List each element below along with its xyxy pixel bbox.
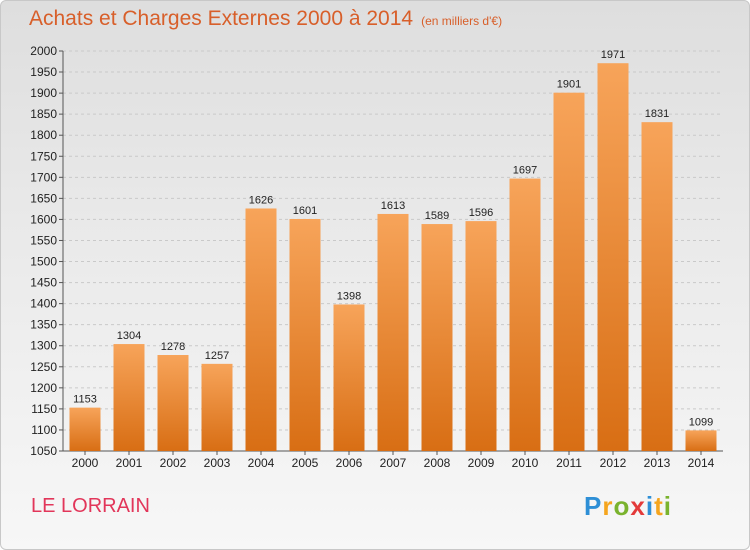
bar-2002 xyxy=(157,355,189,451)
bar-2006 xyxy=(333,304,365,451)
bar-2011 xyxy=(553,92,585,452)
y-tick-label: 1900 xyxy=(30,86,57,100)
proxiti-logo: Proxiti xyxy=(584,491,672,522)
y-tick-label: 1850 xyxy=(30,107,57,121)
bar-value-label: 1589 xyxy=(425,210,449,222)
x-tick-label: 2011 xyxy=(556,456,582,470)
logo-letter: i xyxy=(645,491,655,521)
bar-value-label: 1626 xyxy=(249,194,273,206)
y-tick-label: 1500 xyxy=(30,255,57,269)
y-tick-label: 1950 xyxy=(30,65,57,79)
bar-2008 xyxy=(421,224,453,451)
x-tick-label: 2004 xyxy=(248,456,275,470)
chart-title-row: Achats et Charges Externes 2000 à 2014 (e… xyxy=(29,7,502,31)
y-tick-label: 1400 xyxy=(30,297,57,311)
x-tick-label: 2013 xyxy=(644,456,671,470)
bars: 1153 1304 1278 1257 1626 1601 1398 1613 1589 1596… xyxy=(69,49,717,452)
y-tick-label: 1100 xyxy=(31,423,57,437)
bar-value-label: 1831 xyxy=(645,108,669,120)
x-axis-ticks: 2000 2001 2002 2003 2004 2005 2006 2007 2008 2009… xyxy=(72,451,715,470)
x-tick-label: 2000 xyxy=(72,456,99,470)
y-tick-label: 1750 xyxy=(30,149,57,163)
bar-2001 xyxy=(113,344,145,451)
bar-value-label: 1278 xyxy=(161,341,185,353)
bar-value-label: 1398 xyxy=(337,290,361,302)
y-tick-label: 1700 xyxy=(30,170,57,184)
bar-2013 xyxy=(641,122,673,451)
x-tick-label: 2003 xyxy=(204,456,231,470)
logo-letter: P xyxy=(584,491,603,521)
chart-subtitle: (en milliers d'€) xyxy=(421,14,503,28)
x-tick-label: 2009 xyxy=(468,456,495,470)
y-tick-label: 1350 xyxy=(30,318,57,332)
x-tick-label: 2008 xyxy=(424,456,451,470)
x-tick-label: 2005 xyxy=(292,456,319,470)
bar-value-label: 1596 xyxy=(469,207,493,219)
y-tick-label: 1800 xyxy=(30,128,57,142)
bar-2005 xyxy=(289,219,321,451)
x-tick-label: 2014 xyxy=(688,456,715,470)
bar-value-label: 1304 xyxy=(117,330,141,342)
bar-value-label: 1613 xyxy=(381,200,405,212)
bar-2003 xyxy=(201,363,233,451)
x-tick-label: 2010 xyxy=(512,456,539,470)
bar-value-label: 1601 xyxy=(293,205,317,217)
place-name: LE LORRAIN xyxy=(31,495,150,517)
y-tick-label: 1450 xyxy=(30,276,57,290)
bar-2007 xyxy=(377,213,409,451)
bar-2004 xyxy=(245,208,277,451)
y-tick-label: 1650 xyxy=(30,191,57,205)
x-tick-label: 2001 xyxy=(116,456,143,470)
x-tick-label: 2002 xyxy=(160,456,187,470)
bar-2009 xyxy=(465,221,497,451)
x-tick-label: 2007 xyxy=(380,456,407,470)
x-tick-label: 2006 xyxy=(336,456,363,470)
y-axis-ticks: 1050 1100 1150 1200 1250 1300 1350 1400 1450 1500… xyxy=(30,44,63,458)
bar-2010 xyxy=(509,178,541,451)
y-tick-label: 1300 xyxy=(30,339,57,353)
logo-letter: i xyxy=(663,491,672,521)
logo-letter: r xyxy=(602,491,614,521)
bar-2000 xyxy=(69,407,101,451)
y-tick-label: 1250 xyxy=(30,360,57,374)
y-tick-label: 1150 xyxy=(31,402,57,416)
bar-2014 xyxy=(685,430,717,451)
y-tick-label: 1050 xyxy=(30,444,57,458)
bar-value-label: 1257 xyxy=(205,350,229,362)
bar-value-label: 1099 xyxy=(689,416,713,428)
bar-value-label: 1901 xyxy=(557,79,581,91)
y-tick-label: 1600 xyxy=(30,212,57,226)
bar-value-label: 1153 xyxy=(73,394,97,406)
y-tick-label: 2000 xyxy=(30,44,57,58)
chart-title: Achats et Charges Externes 2000 à 2014 xyxy=(29,7,414,30)
y-tick-label: 1200 xyxy=(30,381,57,395)
bar-value-label: 1697 xyxy=(513,165,537,177)
bar-2012 xyxy=(597,63,629,452)
y-tick-label: 1550 xyxy=(30,233,57,247)
x-tick-label: 2012 xyxy=(600,456,627,470)
bar-value-label: 1971 xyxy=(601,49,625,61)
logo-letter: t xyxy=(654,491,664,521)
logo-letter: x xyxy=(630,491,646,521)
logo-letter: o xyxy=(613,491,631,521)
